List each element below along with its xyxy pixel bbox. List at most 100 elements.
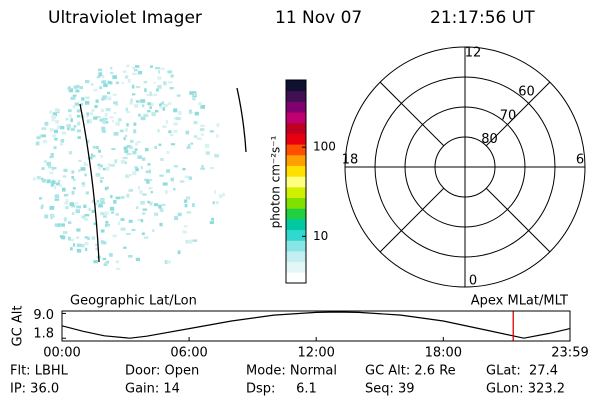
speckle <box>72 187 76 190</box>
colorbar-frame <box>285 79 307 284</box>
speckle <box>86 112 89 116</box>
speckle <box>184 175 190 179</box>
speckle <box>61 187 66 192</box>
speckle <box>49 165 52 169</box>
speckle <box>65 118 69 121</box>
speckle <box>102 167 106 171</box>
speckle <box>186 211 192 214</box>
speckle <box>99 177 105 180</box>
speckle <box>102 121 106 125</box>
speckle <box>102 95 107 99</box>
speckle <box>209 130 214 133</box>
speckle <box>43 160 47 163</box>
speckle <box>126 233 131 236</box>
speckle <box>101 241 107 245</box>
speckle <box>98 72 103 77</box>
status-field: GLon: 323.2 <box>486 382 565 397</box>
x-tick-label: 00:00 <box>43 346 80 361</box>
speckle <box>114 159 118 164</box>
speckle <box>77 129 81 133</box>
speckle <box>176 94 181 97</box>
speckle <box>41 134 46 138</box>
speckle <box>112 234 118 238</box>
speckle <box>101 129 106 133</box>
speckle <box>134 148 138 151</box>
speckle <box>149 106 152 109</box>
speckle <box>51 115 57 119</box>
speckle <box>112 93 117 96</box>
speckle <box>64 201 69 205</box>
speckle <box>110 164 115 167</box>
speckle <box>145 170 151 174</box>
colorbar-band <box>286 112 306 124</box>
speckle <box>52 134 57 138</box>
speckle <box>111 148 116 151</box>
speckle <box>211 217 214 221</box>
speckle <box>46 179 51 184</box>
speckle <box>193 120 198 125</box>
speckle <box>168 102 172 105</box>
speckle <box>103 263 108 266</box>
speckle <box>105 166 110 171</box>
speckle <box>140 99 146 103</box>
speckle <box>129 139 134 144</box>
speckle <box>71 170 75 174</box>
speckle <box>110 195 113 199</box>
speckle <box>216 123 220 127</box>
speckle <box>115 196 121 200</box>
speckle <box>123 136 126 141</box>
speckle <box>192 239 198 242</box>
speckle <box>132 72 137 76</box>
colorbar-band <box>286 154 306 166</box>
speckle <box>101 75 105 79</box>
speckle <box>209 221 215 224</box>
speckle <box>49 128 54 132</box>
status-field: IP: 36.0 <box>10 382 59 397</box>
speckle <box>162 106 165 111</box>
speckle <box>124 134 128 138</box>
mlt-label: 18 <box>342 153 359 168</box>
speckle <box>149 201 153 206</box>
speckle <box>41 127 47 130</box>
speckle <box>179 180 185 183</box>
speckle <box>150 65 153 68</box>
colorbar-band <box>286 197 306 209</box>
speckle <box>205 151 210 155</box>
speckle <box>189 111 193 114</box>
speckle <box>131 228 136 232</box>
speckle <box>144 236 149 239</box>
polar-spoke <box>485 187 551 253</box>
speckle <box>140 116 146 121</box>
speckle <box>50 215 53 220</box>
speckle <box>120 227 126 231</box>
speckle <box>214 153 220 158</box>
speckle <box>71 212 75 215</box>
colorbar-band <box>286 229 306 241</box>
speckle <box>56 182 60 186</box>
speckle <box>91 199 95 204</box>
speckle <box>141 104 145 108</box>
speckle <box>204 144 210 148</box>
speckle <box>142 157 146 161</box>
status-field: Seq: 39 <box>365 382 415 397</box>
speckle <box>170 177 174 182</box>
speckle <box>151 112 156 117</box>
speckle <box>39 134 42 138</box>
speckle <box>120 195 125 199</box>
speckle <box>68 151 73 155</box>
speckle <box>159 222 163 227</box>
speckle <box>168 70 171 74</box>
speckle <box>113 112 117 115</box>
speckle <box>218 194 223 198</box>
speckle <box>54 129 58 134</box>
y-tick-label: 1.8 <box>33 327 54 342</box>
colorbar-band <box>286 101 306 113</box>
speckle <box>101 97 105 101</box>
speckle <box>35 141 40 146</box>
speckle <box>61 131 67 135</box>
speckle <box>134 103 139 108</box>
speckle <box>167 81 173 84</box>
speckle <box>115 212 119 216</box>
speckle <box>113 101 118 105</box>
x-tick-label: 18:00 <box>425 346 462 361</box>
